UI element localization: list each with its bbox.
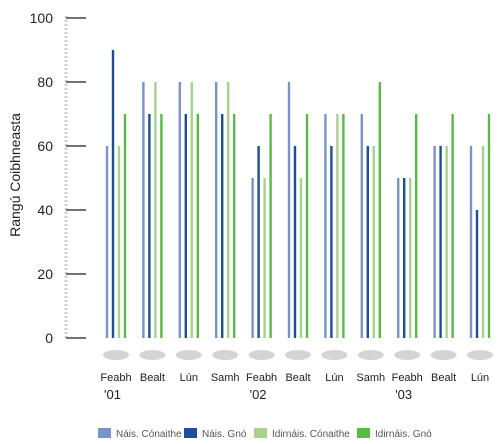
- bar: [190, 82, 193, 338]
- bar: [269, 114, 272, 338]
- legend-swatch: [254, 428, 267, 438]
- bar: [196, 114, 199, 338]
- y-axis-title: Rangú Coibhneasta: [7, 113, 23, 237]
- category-base-markers: [103, 350, 493, 360]
- y-axis-title-group: Rangú Coibhneasta: [7, 113, 23, 237]
- legend-label: Idirnáis. Cónaithe: [272, 429, 350, 440]
- legend-swatch: [184, 428, 197, 438]
- legend-swatch: [357, 428, 370, 438]
- y-tick-label: 100: [30, 10, 54, 26]
- bar: [475, 210, 479, 338]
- legend-label: Idirnáis. Gnó: [375, 429, 432, 440]
- y-tick-label: 0: [45, 330, 53, 346]
- bar: [148, 114, 151, 338]
- x-tick-label: Samh: [356, 372, 385, 384]
- bar: [397, 178, 400, 338]
- bar: [469, 146, 473, 338]
- x-tick-label: Bealt: [285, 372, 310, 384]
- y-axis: 0 20 40 60 80 100: [30, 10, 86, 346]
- x-tick-label: Bealt: [140, 372, 165, 384]
- category-base-marker: [321, 350, 348, 360]
- bar: [409, 178, 412, 338]
- x-tick-label: Feabh: [100, 372, 131, 384]
- legend: Náis. Cónaithe Náis. Gnó Idirnáis. Cónaith…: [98, 428, 432, 440]
- bar: [366, 146, 369, 338]
- bar: [105, 146, 109, 338]
- bar: [184, 114, 187, 338]
- bar: [142, 82, 145, 338]
- bar: [287, 82, 291, 338]
- bar: [233, 114, 236, 338]
- bar: [293, 146, 297, 338]
- bars: [105, 50, 491, 338]
- bar: [305, 114, 309, 338]
- x-tick-label: Bealt: [431, 372, 456, 384]
- category-base-marker: [467, 350, 493, 360]
- x-tick-label: Samh: [211, 372, 240, 384]
- bar: [487, 114, 491, 338]
- bar: [481, 146, 485, 338]
- category-base-marker: [103, 350, 129, 360]
- bar: [154, 82, 157, 338]
- legend-label: Náis. Cónaithe: [116, 429, 182, 440]
- bar: [263, 178, 266, 338]
- category-base-marker: [175, 350, 202, 360]
- bar: [324, 114, 327, 338]
- category-base-marker: [248, 350, 275, 360]
- y-tick-label: 20: [37, 266, 53, 282]
- bar: [415, 114, 418, 338]
- bar: [372, 146, 375, 338]
- bar: [445, 146, 448, 338]
- x-tick-label: Lún: [325, 372, 343, 384]
- bar: [117, 146, 121, 338]
- bar: [378, 82, 381, 338]
- bar: [257, 146, 260, 338]
- bar: [330, 146, 333, 338]
- bar: [342, 114, 345, 338]
- bar: [336, 114, 339, 338]
- x-axis-labels: Feabh Bealt Lún Samh Feabh Bealt Lún Samh Feabh B…: [100, 372, 489, 402]
- y-tick-label: 40: [37, 202, 53, 218]
- x-tick-label: Feabh: [392, 372, 423, 384]
- bar: [299, 178, 303, 338]
- bar: [227, 82, 230, 338]
- category-base-marker: [139, 350, 166, 360]
- bar: [433, 146, 436, 338]
- category-base-marker: [285, 350, 311, 360]
- x-tick-label: Feabh: [246, 372, 277, 384]
- year-label: '02: [250, 387, 267, 402]
- category-base-marker: [357, 350, 384, 360]
- year-label: '01: [104, 387, 121, 402]
- bar: [360, 114, 363, 338]
- x-tick-label: Lún: [471, 372, 489, 384]
- y-tick-label: 60: [37, 138, 53, 154]
- legend-label: Náis. Gnó: [202, 429, 247, 440]
- y-tick-label: 80: [37, 74, 53, 90]
- category-base-marker: [394, 350, 421, 360]
- bar: [451, 114, 454, 338]
- category-base-marker: [212, 350, 239, 360]
- bar: [251, 178, 254, 338]
- bar: [160, 114, 163, 338]
- bar: [215, 82, 218, 338]
- bar: [178, 82, 181, 338]
- legend-swatch: [98, 428, 111, 438]
- bar: [403, 178, 406, 338]
- x-tick-label: Lún: [180, 372, 198, 384]
- bar: [111, 50, 115, 338]
- bar: [123, 114, 127, 338]
- year-label: '03: [395, 387, 412, 402]
- bar: [439, 146, 442, 338]
- bar: [221, 114, 224, 338]
- category-base-marker: [430, 350, 457, 360]
